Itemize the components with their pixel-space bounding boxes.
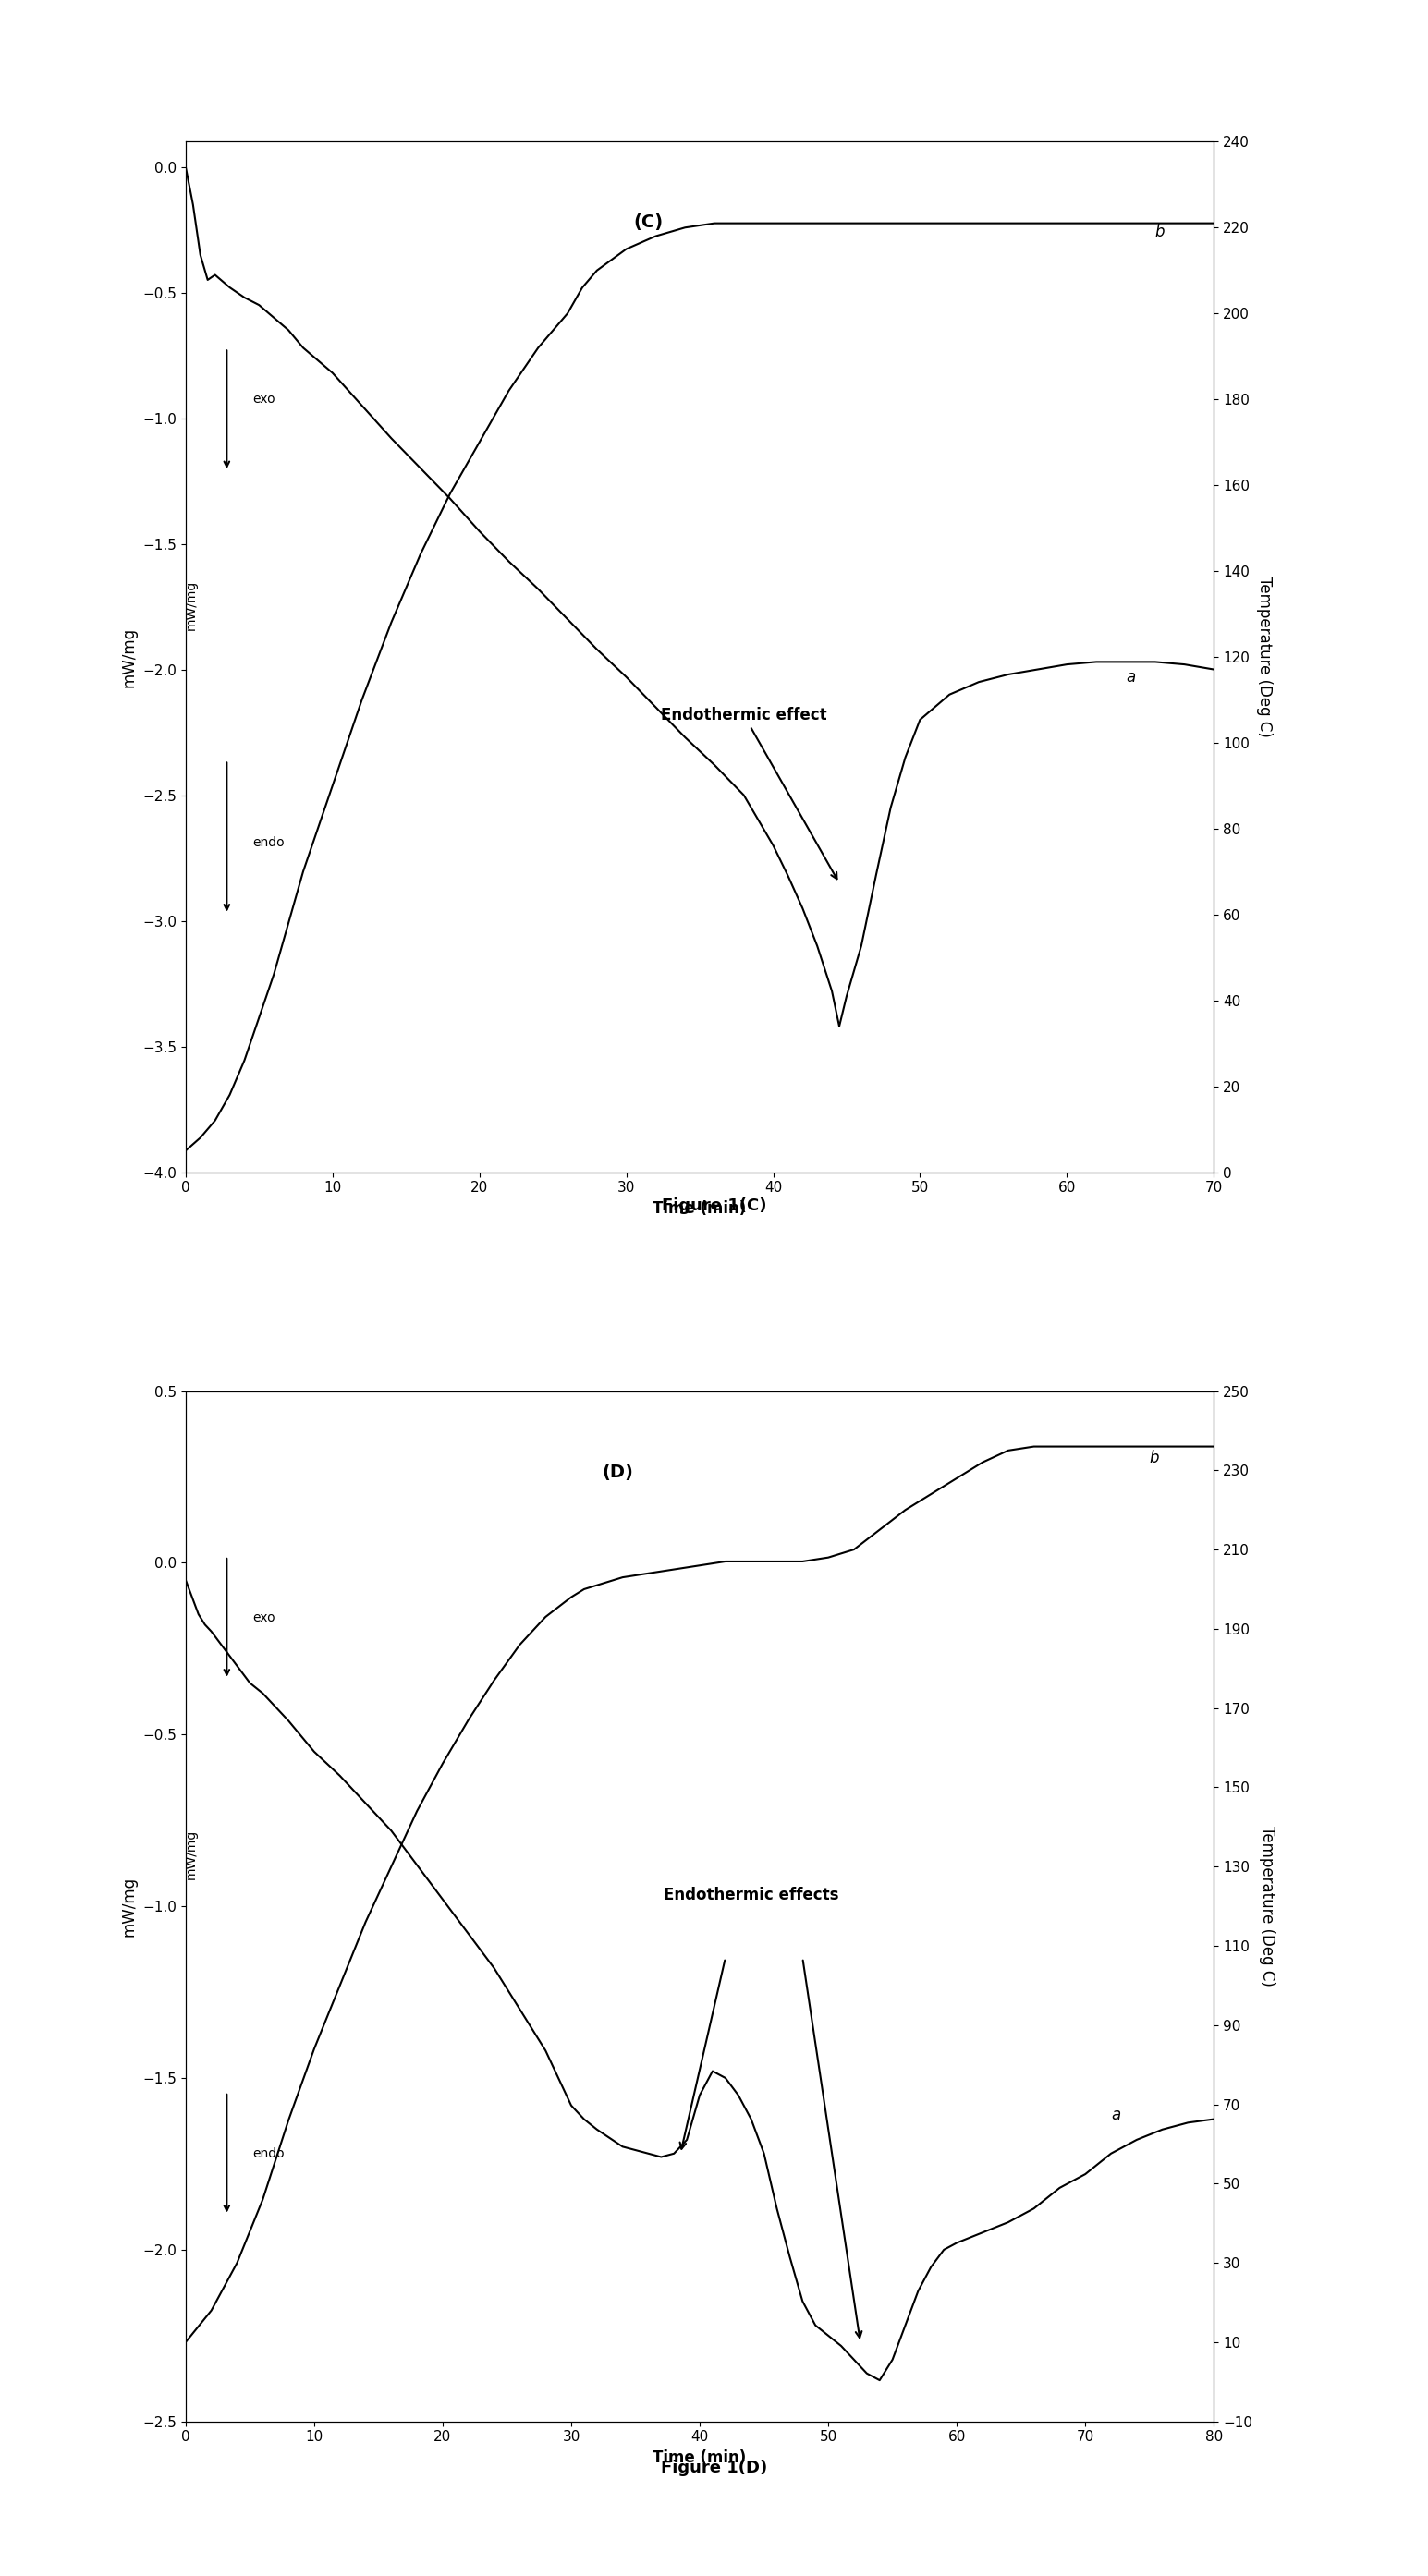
Y-axis label: Temperature (Deg C): Temperature (Deg C) xyxy=(1257,577,1272,737)
Text: mW/mg: mW/mg xyxy=(184,1829,197,1880)
Text: Endothermic effect: Endothermic effect xyxy=(661,706,837,878)
Text: Endothermic effects: Endothermic effects xyxy=(664,1886,838,1904)
Text: (D): (D) xyxy=(601,1463,633,1481)
X-axis label: Time (min): Time (min) xyxy=(653,1200,747,1216)
Text: a: a xyxy=(1111,2107,1121,2123)
Y-axis label: mW/mg: mW/mg xyxy=(121,626,137,688)
Text: b: b xyxy=(1155,224,1165,240)
Y-axis label: mW/mg: mW/mg xyxy=(121,1875,137,1937)
Text: b: b xyxy=(1150,1450,1160,1466)
Text: exo: exo xyxy=(253,1610,276,1625)
Text: Figure 1(D): Figure 1(D) xyxy=(661,2460,767,2476)
Text: mW/mg: mW/mg xyxy=(184,580,197,631)
Text: exo: exo xyxy=(253,392,276,407)
X-axis label: Time (min): Time (min) xyxy=(653,2450,747,2465)
Text: (C): (C) xyxy=(634,214,663,232)
Text: Figure 1(C): Figure 1(C) xyxy=(661,1198,767,1213)
Text: a: a xyxy=(1125,670,1135,685)
Text: endo: endo xyxy=(253,2146,284,2161)
Text: endo: endo xyxy=(253,835,284,850)
Y-axis label: Temperature (Deg C): Temperature (Deg C) xyxy=(1259,1826,1275,1986)
